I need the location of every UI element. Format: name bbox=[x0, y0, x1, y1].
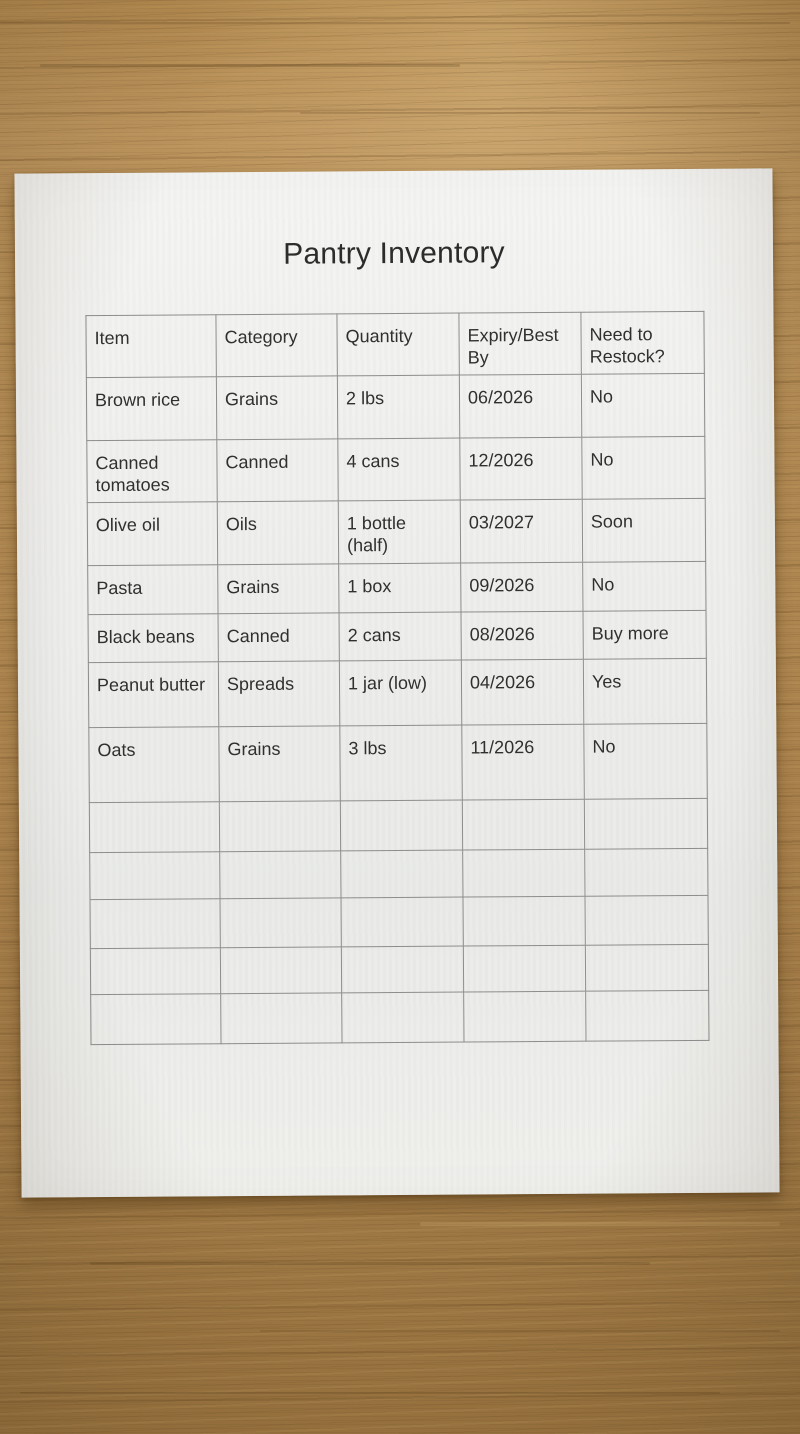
empty-cell bbox=[463, 991, 587, 1043]
table-row: Peanut butter Spreads 1 jar (low) 04/202… bbox=[88, 658, 707, 728]
empty-cell bbox=[463, 945, 586, 993]
cell-quantity: 4 cans bbox=[337, 438, 461, 501]
empty-cell bbox=[219, 850, 341, 899]
empty-cell bbox=[341, 946, 464, 993]
empty-cell bbox=[585, 990, 710, 1042]
empty-cell bbox=[462, 896, 586, 947]
empty-cell bbox=[89, 801, 220, 853]
cell-restock: Soon bbox=[582, 498, 706, 563]
table-row: Pasta Grains 1 box 09/2026 No bbox=[87, 561, 707, 615]
cell-expiry: 11/2026 bbox=[461, 724, 585, 801]
cell-restock: No bbox=[582, 561, 707, 612]
empty-table-row bbox=[90, 944, 709, 995]
wood-grain-streak bbox=[0, 22, 790, 24]
cell-quantity: 3 lbs bbox=[339, 725, 463, 801]
header-row: Item Category Quantity Expiry/Best By Ne… bbox=[85, 311, 705, 378]
page-title: Pantry Inventory bbox=[283, 236, 505, 271]
wood-grain-streak bbox=[20, 1392, 720, 1394]
table-row: Black beans Canned 2 cans 08/2026 Buy mo… bbox=[88, 610, 707, 663]
table-row: Brown rice Grains 2 lbs 06/2026 No bbox=[86, 373, 705, 441]
cell-category: Spreads bbox=[218, 660, 340, 727]
cell-quantity: 1 bottle (half) bbox=[338, 500, 461, 564]
empty-cell bbox=[585, 944, 709, 992]
cell-category: Oils bbox=[217, 500, 339, 565]
empty-cell bbox=[90, 993, 222, 1045]
empty-cell bbox=[219, 800, 341, 852]
cell-item: Black beans bbox=[88, 613, 219, 663]
empty-table-row bbox=[90, 895, 709, 949]
cell-quantity: 1 jar (low) bbox=[339, 660, 462, 726]
cell-expiry: 04/2026 bbox=[461, 659, 584, 726]
table-row: Canned tomatoes Canned 4 cans 12/2026 No bbox=[86, 436, 706, 503]
cell-expiry: 08/2026 bbox=[461, 611, 584, 661]
cell-category: Grains bbox=[217, 563, 340, 614]
column-header-restock: Need to Restock? bbox=[580, 311, 705, 375]
cell-restock: Buy more bbox=[583, 610, 707, 660]
cell-item: Canned tomatoes bbox=[86, 439, 218, 503]
cell-expiry: 12/2026 bbox=[459, 437, 583, 501]
wood-grain-streak bbox=[260, 1330, 780, 1332]
cell-restock: No bbox=[581, 373, 705, 438]
cell-item: Oats bbox=[88, 726, 220, 803]
column-header-expiry: Expiry/Best By bbox=[458, 312, 582, 376]
cell-restock: No bbox=[581, 436, 706, 500]
empty-cell bbox=[220, 897, 342, 948]
cell-restock: Yes bbox=[583, 658, 707, 725]
cell-expiry: 03/2027 bbox=[460, 499, 583, 564]
cell-item: Peanut butter bbox=[88, 661, 219, 728]
empty-cell bbox=[341, 992, 465, 1043]
empty-cell bbox=[90, 947, 221, 995]
empty-cell bbox=[220, 992, 343, 1044]
cell-category: Grains bbox=[218, 725, 341, 802]
empty-cell bbox=[584, 895, 709, 946]
cell-item: Pasta bbox=[87, 564, 219, 615]
wood-grain-streak bbox=[90, 1262, 650, 1265]
cell-expiry: 06/2026 bbox=[459, 374, 582, 439]
cell-item: Brown rice bbox=[86, 376, 217, 441]
cell-category: Canned bbox=[216, 438, 339, 502]
cell-category: Canned bbox=[218, 612, 340, 662]
cell-quantity: 2 cans bbox=[339, 612, 462, 661]
empty-cell bbox=[584, 798, 708, 850]
cell-quantity: 2 lbs bbox=[337, 375, 460, 439]
empty-cell bbox=[90, 898, 221, 949]
empty-cell bbox=[340, 850, 463, 898]
wood-grain-streak bbox=[300, 112, 760, 114]
table-row: Olive oil Oils 1 bottle (half) 03/2027 S… bbox=[87, 498, 706, 566]
empty-cell bbox=[220, 946, 342, 994]
column-header-category: Category bbox=[215, 313, 338, 377]
pantry-inventory-table: Item Category Quantity Expiry/Best By Ne… bbox=[85, 311, 710, 1045]
wood-grain-streak bbox=[40, 64, 460, 67]
empty-cell bbox=[462, 799, 585, 851]
column-header-item: Item bbox=[85, 314, 217, 378]
empty-table-row bbox=[90, 990, 710, 1045]
empty-table-row bbox=[89, 798, 708, 853]
paper-sheet: Pantry Inventory Item Category Quantity … bbox=[14, 168, 780, 1198]
cell-category: Grains bbox=[216, 375, 338, 440]
empty-cell bbox=[340, 800, 463, 851]
cell-quantity: 1 box bbox=[338, 563, 462, 613]
empty-cell bbox=[340, 897, 464, 947]
wood-grain-streak bbox=[420, 1222, 780, 1226]
empty-cell bbox=[584, 848, 708, 897]
table-row: Oats Grains 3 lbs 11/2026 No bbox=[88, 723, 708, 803]
cell-expiry: 09/2026 bbox=[460, 562, 584, 613]
column-header-quantity: Quantity bbox=[336, 313, 460, 376]
cell-item: Olive oil bbox=[87, 501, 218, 566]
cell-restock: No bbox=[583, 723, 708, 800]
empty-cell bbox=[89, 851, 221, 900]
empty-cell bbox=[462, 849, 585, 898]
empty-table-row bbox=[89, 848, 708, 900]
